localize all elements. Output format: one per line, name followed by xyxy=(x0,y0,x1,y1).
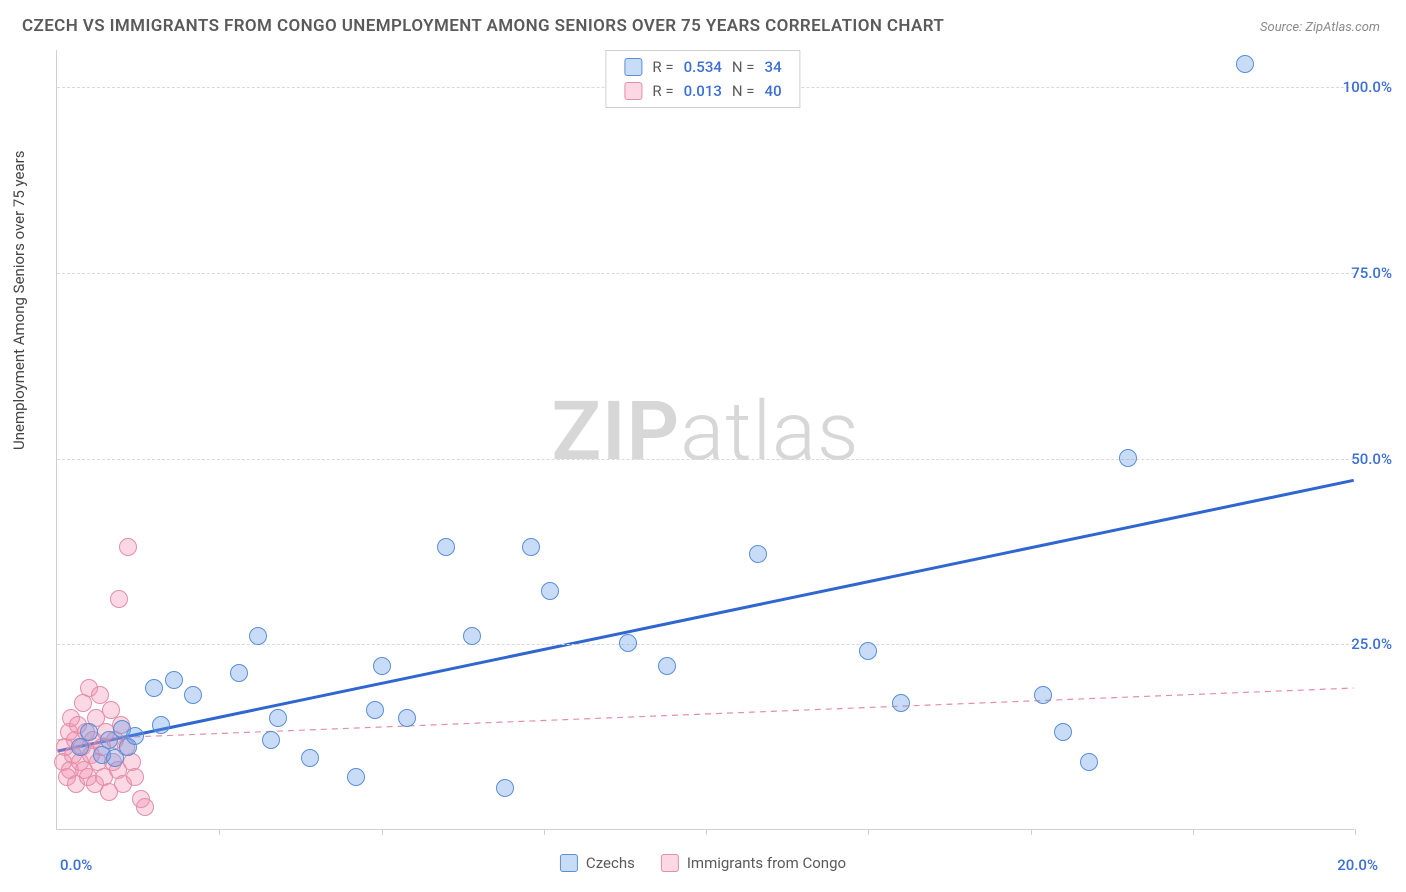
data-point xyxy=(136,798,154,816)
data-point xyxy=(1034,686,1052,704)
trend-lines-svg xyxy=(57,50,1354,829)
n-value-czechs: 34 xyxy=(765,58,782,76)
data-point xyxy=(398,709,416,727)
r-label: R = xyxy=(652,58,673,76)
data-point xyxy=(496,779,514,797)
data-point xyxy=(119,538,137,556)
trend-line xyxy=(57,480,1353,751)
x-tick-mark xyxy=(1031,829,1032,835)
data-point xyxy=(301,749,319,767)
gridline-h xyxy=(57,459,1354,460)
legend-swatch-czechs xyxy=(560,854,578,872)
y-tick-label: 25.0% xyxy=(1351,635,1392,653)
stat-row-czechs: R = 0.534 N = 34 xyxy=(606,55,799,79)
data-point xyxy=(110,590,128,608)
y-axis-label: Unemployment Among Seniors over 75 years xyxy=(10,151,28,450)
data-point xyxy=(619,634,637,652)
x-tick-mark xyxy=(706,829,707,835)
watermark-atlas: atlas xyxy=(680,384,859,480)
stats-legend-box: R = 0.534 N = 34 R = 0.013 N = 40 xyxy=(605,50,800,108)
data-point xyxy=(126,727,144,745)
data-point xyxy=(145,679,163,697)
data-point xyxy=(373,657,391,675)
n-label: N = xyxy=(732,82,755,100)
watermark: ZIPatlas xyxy=(551,384,859,480)
r-label: R = xyxy=(652,82,673,100)
data-point xyxy=(1080,753,1098,771)
data-point xyxy=(658,657,676,675)
r-value-congo: 0.013 xyxy=(684,82,722,100)
data-point xyxy=(1119,449,1137,467)
data-point xyxy=(262,731,280,749)
swatch-congo xyxy=(624,82,642,100)
y-tick-label: 75.0% xyxy=(1351,264,1392,282)
data-point xyxy=(749,545,767,563)
x-tick-mark xyxy=(219,829,220,835)
chart-title: CZECH VS IMMIGRANTS FROM CONGO UNEMPLOYM… xyxy=(22,16,944,36)
r-value-czechs: 0.534 xyxy=(684,58,722,76)
legend-item-czechs: Czechs xyxy=(560,854,635,872)
bottom-legend: Czechs Immigrants from Congo xyxy=(560,854,846,872)
data-point xyxy=(165,671,183,689)
data-point xyxy=(1236,55,1254,73)
gridline-h xyxy=(57,644,1354,645)
n-label: N = xyxy=(732,58,755,76)
legend-label-congo: Immigrants from Congo xyxy=(687,854,846,872)
data-point xyxy=(463,627,481,645)
x-tick-end: 20.0% xyxy=(1337,856,1378,874)
data-point xyxy=(269,709,287,727)
data-point xyxy=(249,627,267,645)
data-point xyxy=(859,642,877,660)
data-point xyxy=(366,701,384,719)
x-tick-start: 0.0% xyxy=(60,856,92,874)
n-value-congo: 40 xyxy=(765,82,782,100)
x-tick-mark xyxy=(1355,829,1356,835)
x-tick-mark xyxy=(868,829,869,835)
legend-item-congo: Immigrants from Congo xyxy=(661,854,846,872)
legend-label-czechs: Czechs xyxy=(586,854,635,872)
data-point xyxy=(541,582,559,600)
y-tick-label: 100.0% xyxy=(1343,78,1392,96)
watermark-zip: ZIP xyxy=(551,384,680,480)
data-point xyxy=(1054,723,1072,741)
data-point xyxy=(522,538,540,556)
x-tick-mark xyxy=(382,829,383,835)
swatch-czechs xyxy=(624,58,642,76)
stat-row-congo: R = 0.013 N = 40 xyxy=(606,79,799,103)
data-point xyxy=(437,538,455,556)
gridline-h xyxy=(57,273,1354,274)
data-point xyxy=(347,768,365,786)
data-point xyxy=(152,716,170,734)
plot-area: ZIPatlas xyxy=(56,50,1354,830)
data-point xyxy=(230,664,248,682)
source-attribution: Source: ZipAtlas.com xyxy=(1260,20,1380,35)
data-point xyxy=(892,694,910,712)
data-point xyxy=(184,686,202,704)
legend-swatch-congo xyxy=(661,854,679,872)
data-point xyxy=(80,723,98,741)
data-point xyxy=(126,768,144,786)
chart-container: CZECH VS IMMIGRANTS FROM CONGO UNEMPLOYM… xyxy=(0,0,1406,892)
y-tick-label: 50.0% xyxy=(1351,450,1392,468)
x-tick-mark xyxy=(1193,829,1194,835)
trend-line xyxy=(57,688,1353,740)
x-tick-mark xyxy=(544,829,545,835)
